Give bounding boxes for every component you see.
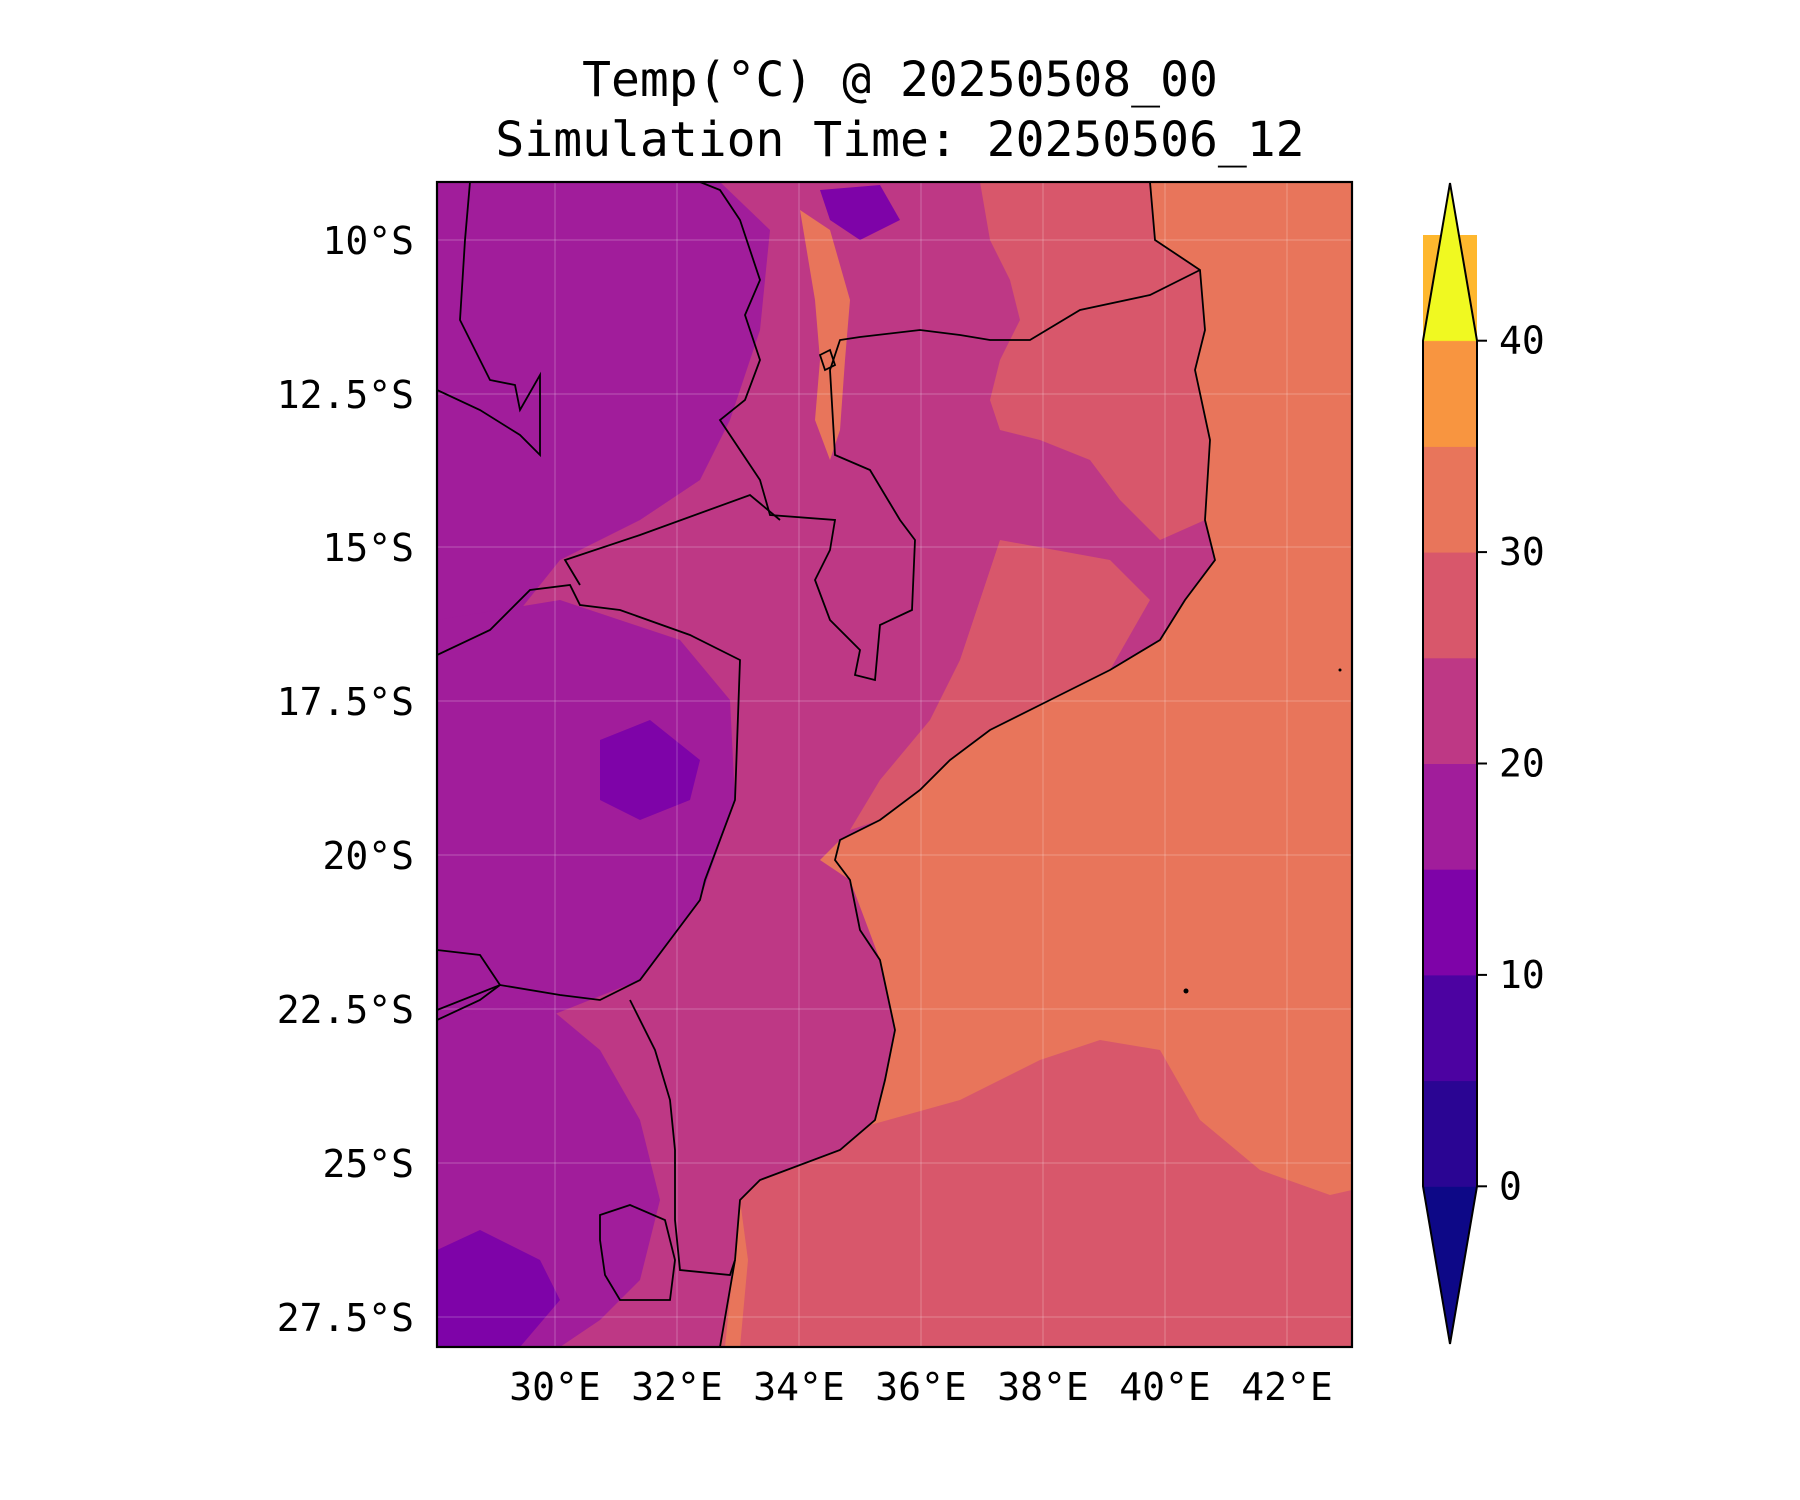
cold-patch-3 xyxy=(820,185,900,240)
cool-highland-west xyxy=(437,182,770,660)
colorbar-tick-label: 40 xyxy=(1499,319,1545,363)
colorbar-extend-high xyxy=(1423,183,1477,341)
lat-tick-label: 25°S xyxy=(322,1142,414,1186)
botswana-border xyxy=(437,949,501,986)
lon-tick-label: 40°E xyxy=(1119,1365,1211,1409)
eswatini-border xyxy=(599,1204,676,1301)
map-title: Temp(°C) @ 20250508_00 xyxy=(582,52,1218,108)
zimbabwe-border xyxy=(437,584,741,1011)
island-marker-2 xyxy=(1338,668,1342,672)
map-frame xyxy=(435,180,1354,1349)
zambia-drc-border xyxy=(437,182,541,458)
lon-tick-label: 30°E xyxy=(509,1365,601,1409)
colorbar-segment xyxy=(1423,974,1477,1082)
lat-tick-label: 10°S xyxy=(322,219,414,263)
lon-tick-label: 42°E xyxy=(1241,1365,1333,1409)
cool-highland-zimbabwe xyxy=(437,600,735,1030)
colorbar-segment xyxy=(1423,763,1477,870)
lon-tick-label: 32°E xyxy=(631,1365,723,1409)
colorbar-segment xyxy=(1423,869,1477,976)
latitude-axis: 10°S 12.5°S 15°S 17.5°S 20°S 22.5°S 25°S… xyxy=(277,219,414,1340)
colorbar-segment xyxy=(1423,657,1477,764)
colorbar-tick-label: 30 xyxy=(1499,530,1545,574)
lat-tick-label: 27.5°S xyxy=(277,1296,414,1340)
malawi-border xyxy=(699,182,1201,682)
colorbar-tick-label: 10 xyxy=(1499,953,1545,997)
island-marker xyxy=(1183,988,1189,994)
colorbar-segment xyxy=(1423,1080,1477,1187)
coastal-warm-land xyxy=(980,182,1210,540)
colorbar-segment xyxy=(1423,340,1477,447)
warm-valley-strip xyxy=(800,210,850,460)
colorbar-segment xyxy=(1423,552,1477,659)
lake-island xyxy=(818,348,837,372)
colorbar: 40 30 20 10 0 xyxy=(1422,182,1545,1345)
botswana-border-2 xyxy=(437,984,501,1021)
warm-south-coast xyxy=(725,1200,748,1347)
colorbar-tick-label: 20 xyxy=(1499,742,1545,786)
ocean-cool-region xyxy=(720,1040,1352,1347)
coastline xyxy=(719,182,1216,1347)
lat-tick-label: 22.5°S xyxy=(277,988,414,1032)
gridlines xyxy=(437,182,1352,1347)
coastal-warm-land-2 xyxy=(850,540,1150,830)
lon-tick-label: 36°E xyxy=(875,1365,967,1409)
lat-tick-label: 20°S xyxy=(322,834,414,878)
colorbar-segment xyxy=(1423,446,1477,553)
lat-tick-label: 15°S xyxy=(322,526,414,570)
south-africa-border xyxy=(629,999,736,1276)
zambia-border xyxy=(563,493,781,586)
lon-tick-label: 38°E xyxy=(997,1365,1089,1409)
lat-tick-label: 12.5°S xyxy=(277,373,414,417)
cold-patch-2 xyxy=(437,1230,560,1347)
cold-patch-1 xyxy=(600,720,700,820)
colorbar-tick-label: 0 xyxy=(1499,1164,1522,1208)
coastline-and-borders xyxy=(437,182,1216,1347)
lon-tick-label: 34°E xyxy=(753,1365,845,1409)
temperature-field xyxy=(437,182,1352,1347)
map-subtitle: Simulation Time: 20250506_12 xyxy=(495,112,1305,168)
colorbar-extend-low xyxy=(1423,1186,1477,1344)
longitude-axis: 30°E 32°E 34°E 36°E 38°E 40°E 42°E xyxy=(509,1365,1333,1409)
lat-tick-label: 17.5°S xyxy=(277,680,414,724)
